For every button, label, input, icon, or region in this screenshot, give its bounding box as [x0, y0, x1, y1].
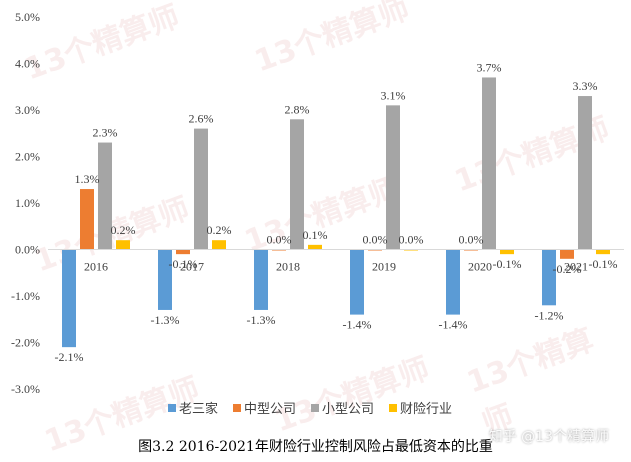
y-tick-label: 3.0%	[15, 103, 40, 117]
data-label: 0.1%	[303, 228, 328, 242]
data-label: 3.7%	[477, 60, 502, 74]
x-category-label: 2017	[180, 260, 204, 274]
bar	[176, 249, 190, 255]
y-tick-label: 1.0%	[15, 196, 40, 210]
data-label: -0.2%	[553, 262, 582, 276]
bar	[386, 105, 400, 250]
legend-entry: 财险行业	[400, 402, 452, 417]
bar	[158, 249, 172, 310]
bar	[194, 128, 208, 250]
bar	[578, 96, 592, 250]
bars	[62, 77, 610, 348]
x-category-label: 2020	[468, 260, 492, 274]
bar	[350, 249, 364, 315]
data-label: 0.2%	[207, 223, 232, 237]
data-label: -1.3%	[247, 313, 276, 327]
figure-caption: 图3.2 2016-2021年财险行业控制风险占最低资本的比重	[138, 439, 493, 455]
data-labels: -2.1% 1.3% 2.3% 0.2% -1.3% -0.1% 2.6% 0.2% -1.3%…	[55, 60, 618, 364]
x-category-label: 2016	[84, 260, 108, 274]
data-label: 0.0%	[399, 233, 424, 247]
data-label: 0.0%	[267, 233, 292, 247]
bar	[62, 249, 76, 348]
data-label: -1.3%	[151, 313, 180, 327]
bar	[80, 189, 94, 250]
bar	[542, 249, 556, 306]
bar	[254, 249, 268, 310]
bar	[560, 249, 574, 259]
data-label: -1.2%	[535, 308, 564, 322]
category-labels: 2016 2017 2018 2019 2020 2021	[84, 260, 588, 274]
bar	[446, 249, 460, 315]
data-label: -1.4%	[439, 318, 468, 332]
bar	[290, 119, 304, 250]
legend-swatch	[389, 404, 397, 412]
data-label: -0.1%	[169, 257, 198, 271]
bar	[596, 249, 610, 255]
y-tick-label: 2.0%	[15, 150, 40, 164]
data-label: 2.3%	[93, 126, 118, 140]
bar	[500, 249, 514, 255]
legend-swatch	[168, 404, 176, 412]
x-category-label: 2019	[372, 260, 396, 274]
bar	[98, 142, 112, 250]
zhihu-watermark: 知乎 @13个精算师	[488, 429, 609, 445]
bar	[482, 77, 496, 250]
data-label: 0.2%	[111, 223, 136, 237]
legend: 老三家 中型公司 小型公司 财险行业	[168, 401, 452, 417]
data-label: -2.1%	[55, 350, 84, 364]
legend-swatch	[311, 404, 319, 412]
bar	[212, 240, 226, 250]
x-category-label: 2021	[564, 260, 588, 274]
data-label: -0.1%	[589, 257, 618, 271]
y-tick-label: 4.0%	[15, 57, 40, 71]
data-label: 0.0%	[459, 233, 484, 247]
y-tick-label: -2.0%	[11, 336, 40, 350]
data-label: 3.1%	[381, 88, 406, 102]
legend-entry: 小型公司	[322, 402, 374, 417]
data-label: 0.0%	[363, 233, 388, 247]
data-label: -0.1%	[493, 257, 522, 271]
data-label: 1.3%	[75, 172, 100, 186]
y-tick-label: -3.0%	[11, 382, 40, 396]
data-label: 3.3%	[573, 79, 598, 93]
y-tick-label: 0.0%	[15, 243, 40, 257]
legend-entry: 中型公司	[244, 402, 296, 417]
x-category-label: 2018	[276, 260, 300, 274]
bar	[116, 240, 130, 250]
bar	[308, 244, 322, 250]
data-label: 2.8%	[285, 102, 310, 116]
data-label: 2.6%	[189, 112, 214, 126]
legend-entry: 老三家	[179, 401, 218, 417]
y-tick-label: -1.0%	[11, 289, 40, 303]
data-label: -1.4%	[343, 318, 372, 332]
legend-swatch	[233, 404, 241, 412]
y-tick-label: 5.0%	[15, 10, 40, 24]
y-axis: -3.0% -2.0% -1.0% 0.0% 1.0% 2.0% 3.0% 4.0% 5.0%	[11, 10, 40, 396]
